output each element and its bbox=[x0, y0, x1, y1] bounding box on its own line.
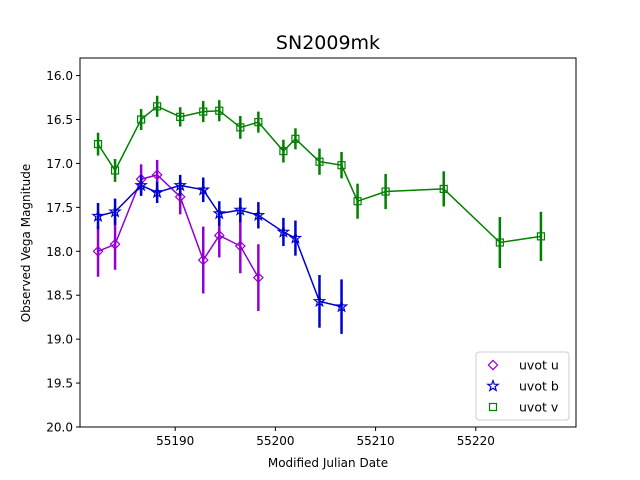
data-point bbox=[213, 230, 225, 241]
y-tick-label: 19.0 bbox=[46, 333, 73, 347]
x-axis-label: Modified Julian Date bbox=[268, 456, 388, 470]
y-tick-label: 17.0 bbox=[46, 157, 73, 171]
data-point bbox=[337, 161, 346, 170]
data-point bbox=[199, 107, 208, 116]
legend-label: uvot v bbox=[519, 400, 559, 415]
data-point bbox=[153, 102, 162, 111]
y-axis-ticks: 16.0 16.5 17.0 17.5 18.0 18.5 19.0 19.5 20.0 bbox=[46, 69, 80, 435]
data-point bbox=[212, 206, 227, 220]
y-tick-label: 16.0 bbox=[46, 69, 73, 83]
legend-box bbox=[475, 351, 570, 421]
x-tick-label: 55220 bbox=[457, 434, 495, 448]
data-point bbox=[334, 299, 349, 313]
series-uvot-b bbox=[91, 174, 349, 334]
y-tick-label: 18.0 bbox=[46, 245, 73, 259]
data-point bbox=[234, 240, 246, 252]
data-point bbox=[254, 118, 263, 127]
y-tick-label: 16.5 bbox=[46, 113, 73, 127]
data-point bbox=[288, 230, 303, 244]
series-line bbox=[97, 105, 542, 244]
data-point bbox=[176, 112, 185, 121]
data-point bbox=[236, 123, 245, 132]
series-layer bbox=[91, 95, 546, 334]
legend-marker bbox=[486, 378, 500, 392]
plot-area-frame bbox=[79, 57, 577, 428]
data-point bbox=[252, 272, 264, 284]
data-point bbox=[276, 224, 291, 238]
legend-label: uvot b bbox=[519, 379, 559, 394]
data-point bbox=[312, 294, 327, 308]
data-point bbox=[137, 115, 146, 124]
legend-marker bbox=[488, 402, 498, 412]
x-tick-label: 55210 bbox=[357, 434, 395, 448]
data-point bbox=[353, 197, 362, 206]
data-point bbox=[251, 208, 266, 222]
legend: uvot u uvot b uvot v bbox=[475, 351, 570, 421]
data-point bbox=[291, 134, 300, 143]
data-point bbox=[110, 166, 120, 175]
data-point bbox=[173, 178, 188, 192]
data-point bbox=[315, 157, 324, 166]
data-point bbox=[108, 204, 122, 218]
x-axis-ticks: 55190 55200 55210 55220 bbox=[156, 427, 495, 448]
chart-title: SN2009mk bbox=[276, 32, 380, 54]
y-tick-label: 18.5 bbox=[46, 289, 73, 303]
y-tick-label: 19.5 bbox=[46, 377, 73, 391]
data-point bbox=[91, 208, 105, 222]
x-tick-label: 55190 bbox=[156, 434, 194, 448]
data-point bbox=[495, 238, 504, 247]
legend-label: uvot u bbox=[519, 358, 559, 373]
series-uvot-v bbox=[93, 95, 546, 268]
data-point bbox=[196, 182, 211, 196]
data-point bbox=[233, 202, 248, 216]
data-point bbox=[536, 232, 546, 241]
data-point bbox=[174, 191, 186, 203]
data-point bbox=[92, 245, 104, 257]
y-axis-label: Observed Vega Magnitude bbox=[19, 164, 33, 323]
data-point bbox=[93, 140, 103, 149]
data-point bbox=[150, 185, 164, 199]
data-point bbox=[109, 238, 121, 250]
legend-marker bbox=[487, 359, 499, 371]
data-point bbox=[439, 184, 448, 194]
data-point bbox=[381, 187, 390, 196]
y-tick-label: 20.0 bbox=[46, 421, 73, 435]
data-point bbox=[215, 106, 224, 115]
x-tick-label: 55200 bbox=[256, 434, 294, 448]
data-point bbox=[197, 254, 209, 266]
data-point bbox=[279, 147, 288, 156]
data-point bbox=[151, 169, 163, 181]
data-point bbox=[134, 178, 148, 192]
y-tick-label: 17.5 bbox=[46, 201, 73, 215]
